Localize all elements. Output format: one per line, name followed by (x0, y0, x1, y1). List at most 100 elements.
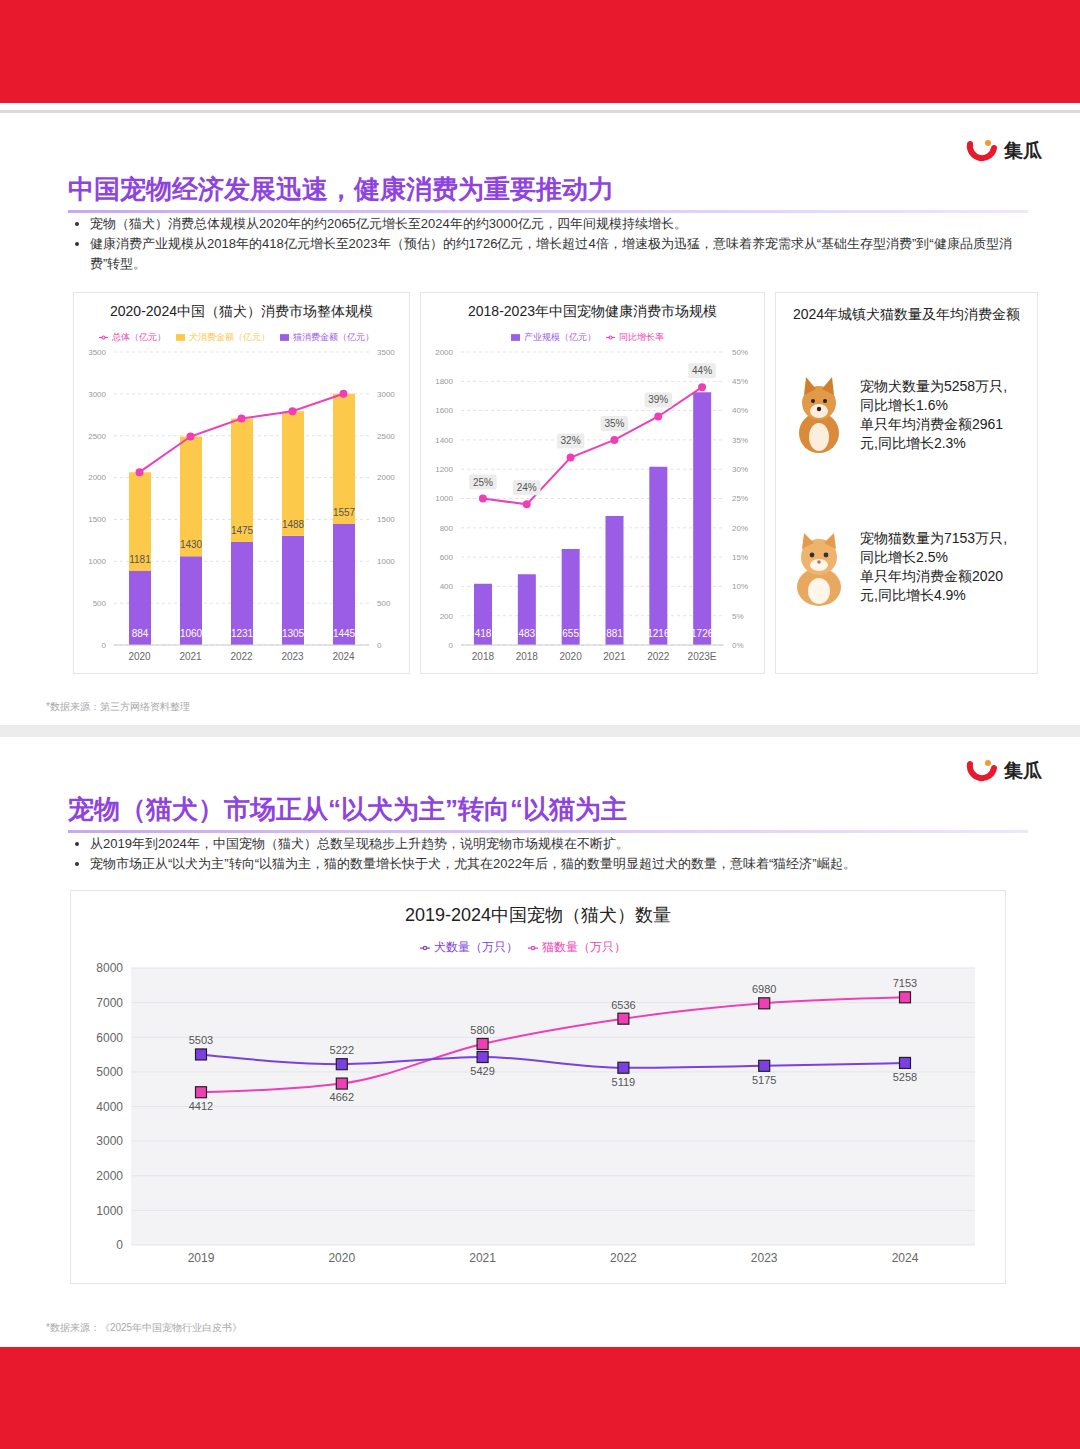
svg-text:2023E: 2023E (688, 651, 717, 662)
svg-text:3000: 3000 (88, 390, 106, 399)
svg-text:35%: 35% (732, 436, 748, 445)
svg-text:400: 400 (440, 582, 454, 591)
svg-text:6536: 6536 (611, 999, 635, 1011)
svg-text:2022: 2022 (230, 651, 253, 662)
svg-text:25%: 25% (473, 477, 493, 488)
svg-text:1231: 1231 (231, 628, 254, 639)
svg-text:1181: 1181 (129, 554, 151, 565)
svg-text:1445: 1445 (333, 628, 356, 639)
svg-text:5503: 5503 (189, 1034, 213, 1046)
svg-text:4000: 4000 (96, 1100, 123, 1114)
svg-text:1305: 1305 (282, 628, 305, 639)
svg-text:2020: 2020 (328, 1251, 355, 1265)
svg-text:1500: 1500 (88, 515, 106, 524)
svg-text:2000: 2000 (377, 473, 395, 482)
svg-text:2024: 2024 (892, 1251, 919, 1265)
svg-text:5000: 5000 (96, 1065, 123, 1079)
svg-text:3000: 3000 (96, 1134, 123, 1148)
svg-text:2022: 2022 (647, 651, 670, 662)
svg-text:6980: 6980 (752, 983, 776, 995)
svg-text:2018: 2018 (516, 651, 539, 662)
svg-text:1557: 1557 (333, 507, 356, 518)
svg-text:418: 418 (475, 628, 492, 639)
svg-text:0: 0 (116, 1238, 123, 1252)
svg-text:1488: 1488 (282, 519, 305, 530)
svg-text:24%: 24% (517, 482, 537, 493)
svg-text:1000: 1000 (96, 1204, 123, 1218)
svg-text:35%: 35% (604, 418, 624, 429)
svg-text:2023: 2023 (751, 1251, 778, 1265)
svg-text:5175: 5175 (752, 1074, 776, 1086)
svg-text:40%: 40% (732, 406, 748, 415)
svg-text:655: 655 (562, 628, 579, 639)
svg-text:8000: 8000 (96, 961, 123, 975)
svg-text:50%: 50% (732, 348, 748, 357)
svg-text:2024: 2024 (332, 651, 355, 662)
svg-text:2021: 2021 (179, 651, 202, 662)
svg-text:884: 884 (132, 628, 149, 639)
svg-text:44%: 44% (692, 365, 712, 376)
svg-text:5806: 5806 (470, 1024, 494, 1036)
svg-text:500: 500 (377, 599, 391, 608)
svg-text:2023: 2023 (281, 651, 304, 662)
svg-text:600: 600 (440, 553, 454, 562)
svg-text:500: 500 (93, 599, 107, 608)
svg-text:5%: 5% (732, 612, 744, 621)
svg-text:1060: 1060 (180, 628, 203, 639)
svg-text:1430: 1430 (180, 539, 203, 550)
svg-text:2021: 2021 (469, 1251, 496, 1265)
svg-text:1600: 1600 (435, 406, 453, 415)
svg-text:7153: 7153 (893, 977, 917, 989)
svg-text:20%: 20% (732, 524, 748, 533)
svg-text:2500: 2500 (88, 432, 106, 441)
svg-text:2000: 2000 (96, 1169, 123, 1183)
svg-text:2022: 2022 (610, 1251, 637, 1265)
svg-text:2020: 2020 (128, 651, 151, 662)
svg-text:4662: 4662 (330, 1091, 354, 1103)
svg-text:1200: 1200 (435, 465, 453, 474)
svg-text:3500: 3500 (88, 348, 106, 357)
svg-text:1216: 1216 (647, 628, 670, 639)
svg-text:39%: 39% (648, 394, 668, 405)
svg-text:800: 800 (440, 524, 454, 533)
svg-text:0: 0 (102, 641, 107, 650)
svg-text:30%: 30% (732, 465, 748, 474)
svg-text:32%: 32% (561, 435, 581, 446)
svg-text:5258: 5258 (893, 1071, 917, 1083)
svg-text:0%: 0% (732, 641, 744, 650)
svg-text:4412: 4412 (189, 1100, 213, 1112)
svg-text:200: 200 (440, 612, 454, 621)
svg-text:45%: 45% (732, 377, 748, 386)
svg-text:25%: 25% (732, 494, 748, 503)
svg-text:2500: 2500 (377, 432, 395, 441)
svg-text:2020: 2020 (559, 651, 582, 662)
svg-text:6000: 6000 (96, 1031, 123, 1045)
svg-text:1000: 1000 (377, 557, 395, 566)
svg-text:1400: 1400 (435, 436, 453, 445)
svg-text:1500: 1500 (377, 515, 395, 524)
svg-text:1726: 1726 (691, 628, 714, 639)
svg-text:15%: 15% (732, 553, 748, 562)
svg-text:0: 0 (449, 641, 454, 650)
svg-text:1475: 1475 (231, 525, 254, 536)
svg-text:2018: 2018 (472, 651, 495, 662)
svg-text:7000: 7000 (96, 996, 123, 1010)
svg-text:483: 483 (518, 628, 535, 639)
svg-text:1000: 1000 (88, 557, 106, 566)
svg-text:1800: 1800 (435, 377, 453, 386)
svg-text:1000: 1000 (435, 494, 453, 503)
svg-text:5119: 5119 (612, 1076, 636, 1088)
svg-text:0: 0 (377, 641, 382, 650)
svg-text:2019: 2019 (188, 1251, 215, 1265)
html-text:健康消费产业规模从2018年的418亿元增长至2023年（预: 健康消费产业规模从2018年的418亿元增长至2023年（预估）的约1726亿元… (90, 236, 1012, 271)
svg-text:5429: 5429 (470, 1065, 494, 1077)
svg-text:10%: 10% (732, 582, 748, 591)
svg-text:881: 881 (606, 628, 623, 639)
svg-text:3500: 3500 (377, 348, 395, 357)
svg-text:2021: 2021 (603, 651, 626, 662)
svg-text:5222: 5222 (330, 1044, 354, 1056)
svg-text:3000: 3000 (377, 390, 395, 399)
svg-text:2000: 2000 (435, 348, 453, 357)
html-text:中国宠物经济发展迅速，健康消费为重要推动力: 中国宠物经济发展迅速，健康消费为重要推动力 (68, 174, 614, 204)
svg-text:2000: 2000 (88, 473, 106, 482)
